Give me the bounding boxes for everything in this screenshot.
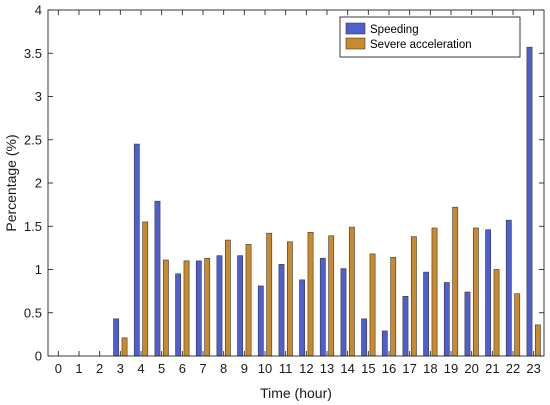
bar-speeding-9 (237, 255, 244, 357)
legend-label-severe-acceleration: Severe acceleration (370, 39, 472, 51)
bar-speeding-11 (278, 264, 285, 357)
bar-speeding-15 (361, 318, 368, 357)
bar-speeding-7 (195, 260, 202, 357)
bar-severe-acceleration-13 (328, 235, 335, 357)
bar-severe-acceleration-16 (390, 257, 397, 357)
x-tick-label: 21 (485, 361, 499, 376)
bar-speeding-22 (505, 219, 512, 357)
bar-severe-acceleration-11 (286, 241, 293, 357)
x-tick-label: 6 (179, 361, 186, 376)
bar-speeding-5 (154, 200, 161, 357)
bar-speeding-3 (113, 318, 120, 357)
x-tick-label: 17 (402, 361, 416, 376)
x-tick-label: 19 (444, 361, 458, 376)
bar-speeding-21 (485, 229, 492, 357)
bar-speeding-18 (423, 271, 430, 357)
x-tick-label: 1 (75, 361, 82, 376)
legend: Speeding Severe acceleration (339, 16, 521, 58)
x-tick-label: 10 (258, 361, 272, 376)
bar-severe-acceleration-5 (162, 259, 169, 357)
bar-severe-acceleration-15 (369, 253, 376, 357)
x-tick-label: 7 (199, 361, 206, 376)
bar-severe-acceleration-7 (204, 257, 211, 357)
bar-severe-acceleration-22 (514, 293, 521, 357)
plot-area (48, 10, 544, 356)
axes-layer: 00.511.522.533.540 1 2 3 4 5 6 7 8 9 10 11 12 13 14 15 1… (24, 3, 545, 376)
x-tick-label: 2 (96, 361, 103, 376)
x-tick-label: 0 (55, 361, 62, 376)
x-tick-label: 4 (137, 361, 144, 376)
y-tick-label: 3 (35, 89, 42, 104)
bar-severe-acceleration-14 (348, 226, 355, 357)
x-tick-label: 14 (340, 361, 354, 376)
x-tick-label: 22 (506, 361, 520, 376)
x-tick-label: 8 (220, 361, 227, 376)
y-tick-label: 0.5 (24, 305, 42, 320)
bar-severe-acceleration-19 (452, 206, 459, 357)
bar-severe-acceleration-9 (245, 244, 252, 357)
bar-speeding-8 (216, 255, 223, 357)
bar-severe-acceleration-3 (121, 337, 128, 357)
bar-severe-acceleration-18 (431, 227, 438, 357)
y-tick-label: 2 (35, 176, 42, 191)
y-tick-label: 4 (35, 3, 42, 18)
bar-speeding-6 (175, 273, 182, 357)
bar-severe-acceleration-10 (266, 232, 273, 357)
bar-speeding-14 (340, 268, 347, 357)
y-tick-label: 0 (35, 349, 42, 364)
bar-severe-acceleration-12 (307, 232, 314, 357)
legend-box (339, 16, 521, 58)
bar-severe-acceleration-8 (224, 239, 231, 357)
x-tick-label: 12 (299, 361, 313, 376)
x-axis-title: Time (hour) (260, 385, 332, 401)
x-tick-label: 23 (526, 361, 540, 376)
x-tick-label: 3 (117, 361, 124, 376)
bar-severe-acceleration-6 (183, 260, 190, 357)
bar-speeding-19 (443, 282, 450, 357)
legend-swatch-severe-acceleration (345, 37, 366, 50)
bar-speeding-23 (526, 46, 533, 357)
bar-speeding-16 (381, 330, 388, 357)
x-tick-label: 15 (361, 361, 375, 376)
bar-speeding-17 (402, 296, 409, 357)
bar-speeding-12 (299, 279, 306, 357)
bar-speeding-4 (133, 143, 140, 357)
x-tick-label: 9 (241, 361, 248, 376)
y-axis-title: Percentage (%) (3, 134, 19, 231)
y-tick-label: 1 (35, 262, 42, 277)
legend-swatch-speeding (345, 22, 366, 35)
x-tick-label: 13 (320, 361, 334, 376)
x-tick-label: 20 (464, 361, 478, 376)
x-tick-label: 18 (423, 361, 437, 376)
x-tick-label: 16 (382, 361, 396, 376)
y-tick-label: 2.5 (24, 132, 42, 147)
bar-severe-acceleration-20 (472, 227, 479, 357)
x-tick-label: 5 (158, 361, 165, 376)
legend-label-speeding: Speeding (370, 24, 419, 36)
bar-severe-acceleration-17 (410, 236, 417, 357)
x-tick-label: 11 (279, 361, 293, 376)
bar-speeding-10 (257, 285, 264, 357)
bar-speeding-20 (464, 291, 471, 357)
y-tick-label: 3.5 (24, 46, 42, 61)
bar-severe-acceleration-4 (142, 221, 149, 357)
bar-severe-acceleration-21 (493, 269, 500, 357)
y-tick-label: 1.5 (24, 219, 42, 234)
bar-speeding-13 (319, 257, 326, 357)
bar-severe-acceleration-23 (534, 324, 541, 357)
